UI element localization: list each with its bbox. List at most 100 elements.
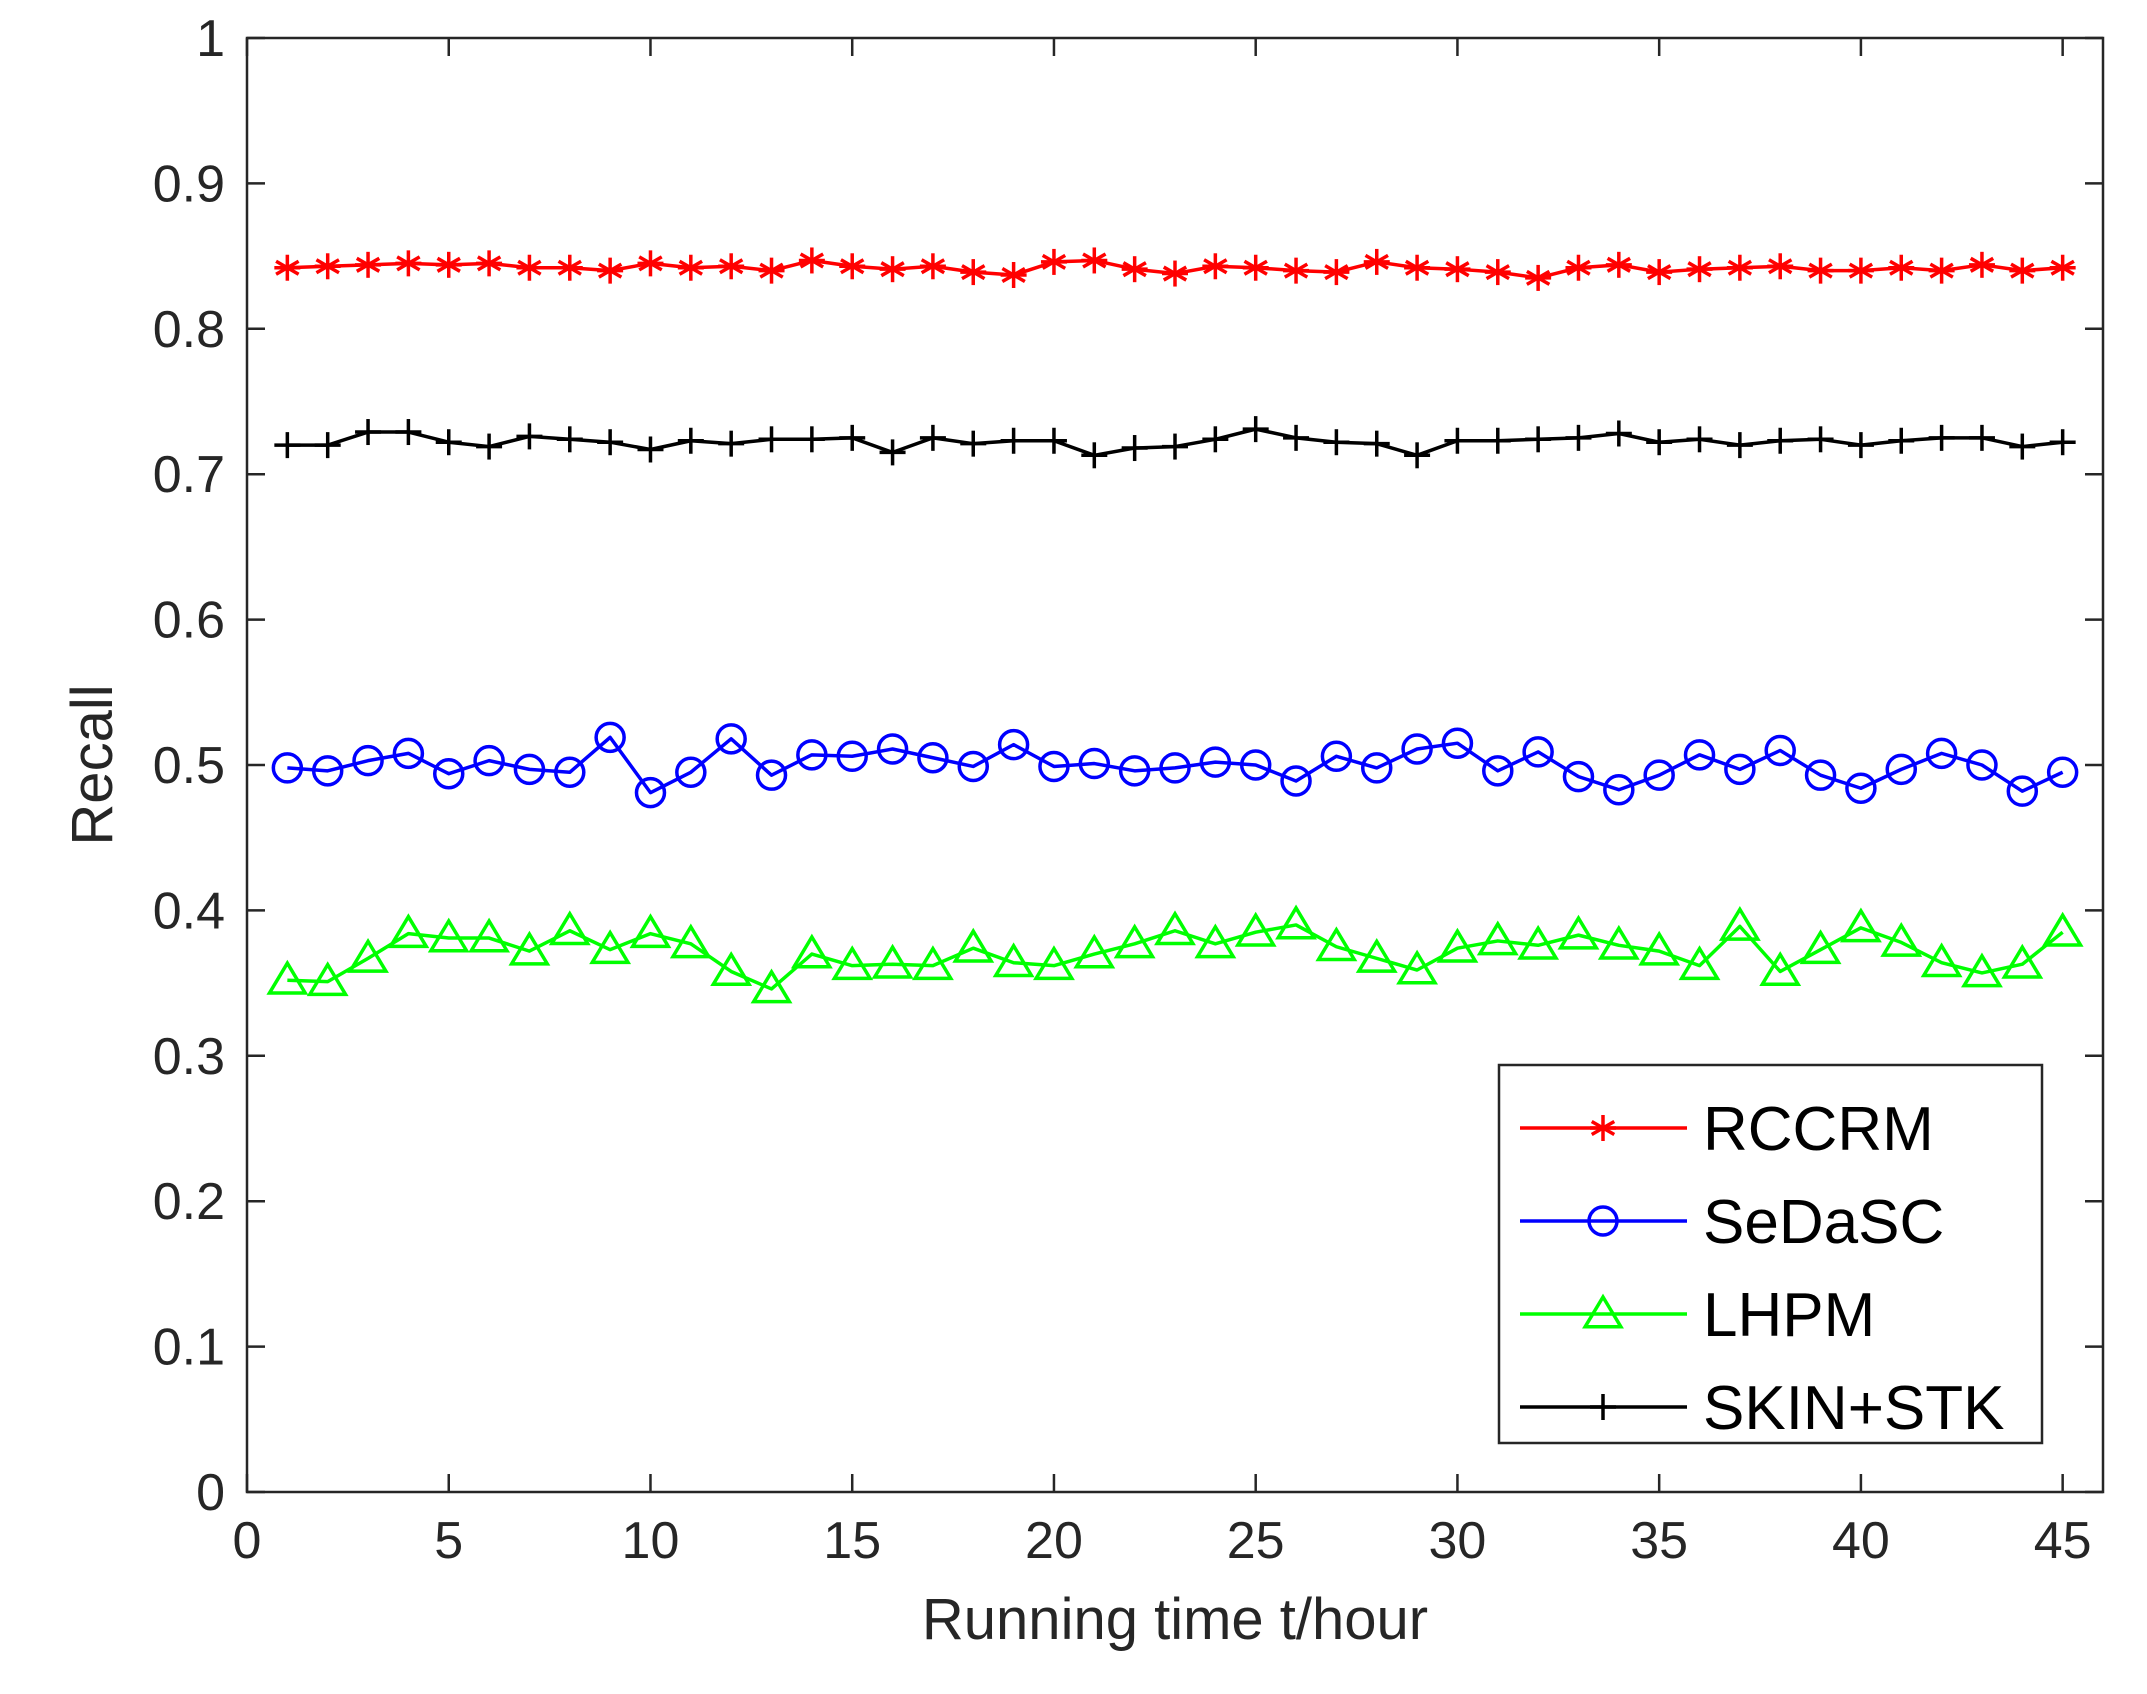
legend-entries: RCCRM SeDaSC LHPM SKIN+STK <box>1520 1095 2005 1443</box>
data-point-skin-stk <box>1000 427 1027 454</box>
data-point-skin-stk <box>1363 430 1390 457</box>
data-point-skin-stk <box>637 436 664 463</box>
data-point-sedasc <box>1522 736 1554 768</box>
data-point-lhpm <box>911 945 954 981</box>
data-point-lhpm <box>1436 927 1479 963</box>
legend-label-sedasc: SeDaSC <box>1703 1188 1944 1257</box>
data-point-sedasc <box>1239 749 1272 781</box>
data-point-lhpm <box>1113 923 1156 959</box>
data-point-sedasc <box>1643 759 1675 791</box>
data-point-rccrm <box>1686 256 1713 283</box>
y-tick-label: 0.2 <box>153 1173 225 1231</box>
y-tick-label: 0.1 <box>153 1319 225 1377</box>
data-point-sedasc <box>1118 755 1151 787</box>
x-tick-label: 40 <box>1832 1512 1890 1570</box>
data-point-rccrm <box>435 251 462 278</box>
data-point-rccrm <box>1928 257 1955 284</box>
data-point-rccrm <box>1242 254 1269 281</box>
data-point-sedasc <box>1885 753 1918 786</box>
data-point-skin-stk <box>1040 427 1067 454</box>
data-point-sedasc <box>876 733 909 765</box>
data-point-lhpm <box>790 933 833 969</box>
data-point-rccrm <box>960 259 987 286</box>
x-tick-label: 35 <box>1630 1512 1688 1570</box>
data-point-sedasc <box>1038 750 1070 783</box>
data-point-skin-stk <box>1605 420 1632 447</box>
data-point-rccrm <box>597 257 624 284</box>
data-point-rccrm <box>556 254 583 281</box>
data-point-skin-stk <box>1242 416 1269 443</box>
data-point-lhpm <box>992 942 1035 978</box>
data-point-rccrm <box>1081 247 1108 274</box>
data-point-rccrm <box>1283 257 1310 284</box>
x-axis-title: Running time t/hour <box>922 1587 1428 1652</box>
legend-entry-sedasc: SeDaSC <box>1520 1188 1944 1257</box>
data-point-skin-stk <box>839 424 866 451</box>
data-point-rccrm <box>879 256 906 283</box>
data-point-lhpm <box>1154 910 1196 946</box>
data-point-sedasc <box>1683 739 1716 771</box>
data-point-lhpm <box>2041 911 2084 947</box>
data-point-lhpm <box>1880 921 1923 957</box>
legend-label-lhpm: LHPM <box>1703 1281 1875 1350</box>
legend-marker-skin-stk <box>1590 1394 1616 1420</box>
y-tick-label: 0.5 <box>153 737 225 795</box>
data-point-lhpm <box>1033 945 1075 981</box>
data-point-skin-stk <box>435 429 462 456</box>
legend-label-skin-stk: SKIN+STK <box>1703 1374 2005 1443</box>
data-point-rccrm <box>1121 256 1148 283</box>
data-point-skin-stk <box>1646 429 1673 456</box>
data-point-sedasc <box>311 755 344 787</box>
x-tick-label: 20 <box>1025 1512 1083 1570</box>
data-point-skin-stk <box>1888 427 1915 454</box>
data-point-sedasc <box>1320 740 1353 773</box>
data-point-sedasc <box>594 721 626 754</box>
data-point-skin-stk <box>1968 424 1995 451</box>
y-tick-label: 0 <box>196 1464 225 1522</box>
y-tick-label: 0.8 <box>153 301 225 359</box>
data-point-lhpm <box>1678 945 1721 981</box>
data-point-rccrm <box>314 253 341 280</box>
data-point-lhpm <box>1517 924 1560 960</box>
y-tick-label: 0.9 <box>153 155 225 213</box>
data-point-rccrm <box>2009 257 2036 284</box>
series-rccrm <box>274 247 2076 291</box>
data-point-lhpm <box>1557 914 1600 950</box>
data-point-skin-stk <box>597 429 624 456</box>
data-point-skin-stk <box>960 430 987 457</box>
data-point-lhpm <box>508 930 551 966</box>
data-point-rccrm <box>1605 251 1632 278</box>
data-point-rccrm <box>1888 254 1915 281</box>
data-point-rccrm <box>677 254 704 281</box>
y-tick-label: 1 <box>196 10 225 68</box>
data-point-rccrm <box>919 253 946 280</box>
data-point-skin-stk <box>1767 427 1794 454</box>
data-point-rccrm <box>1404 254 1431 281</box>
x-tick-label: 45 <box>2034 1512 2092 1570</box>
y-axis-title: Recall <box>60 684 125 845</box>
legend-marker-rccrm <box>1590 1115 1616 1141</box>
data-point-sedasc <box>392 737 425 770</box>
data-point-sedasc <box>1159 752 1191 784</box>
data-point-skin-stk <box>556 426 583 453</box>
x-tick-label: 5 <box>434 1512 463 1570</box>
data-point-sedasc <box>554 756 586 789</box>
data-point-skin-stk <box>1928 424 1955 451</box>
data-point-sedasc <box>1804 759 1837 791</box>
data-point-skin-stk <box>879 439 906 466</box>
data-point-skin-stk <box>758 426 785 453</box>
data-point-lhpm <box>306 961 349 997</box>
x-tick-label: 25 <box>1227 1512 1285 1570</box>
data-point-sedasc <box>352 744 384 777</box>
legend-label-rccrm: RCCRM <box>1703 1095 1934 1164</box>
data-point-lhpm <box>1194 923 1237 959</box>
data-point-lhpm <box>266 959 309 995</box>
data-point-lhpm <box>710 951 753 986</box>
data-point-skin-stk <box>1283 424 1310 451</box>
data-point-lhpm <box>1073 933 1116 969</box>
data-point-lhpm <box>387 913 430 949</box>
legend-marker-lhpm <box>1582 1293 1624 1329</box>
data-point-sedasc <box>715 723 747 755</box>
data-point-sedasc <box>1724 753 1756 786</box>
data-point-lhpm <box>1920 942 1963 978</box>
